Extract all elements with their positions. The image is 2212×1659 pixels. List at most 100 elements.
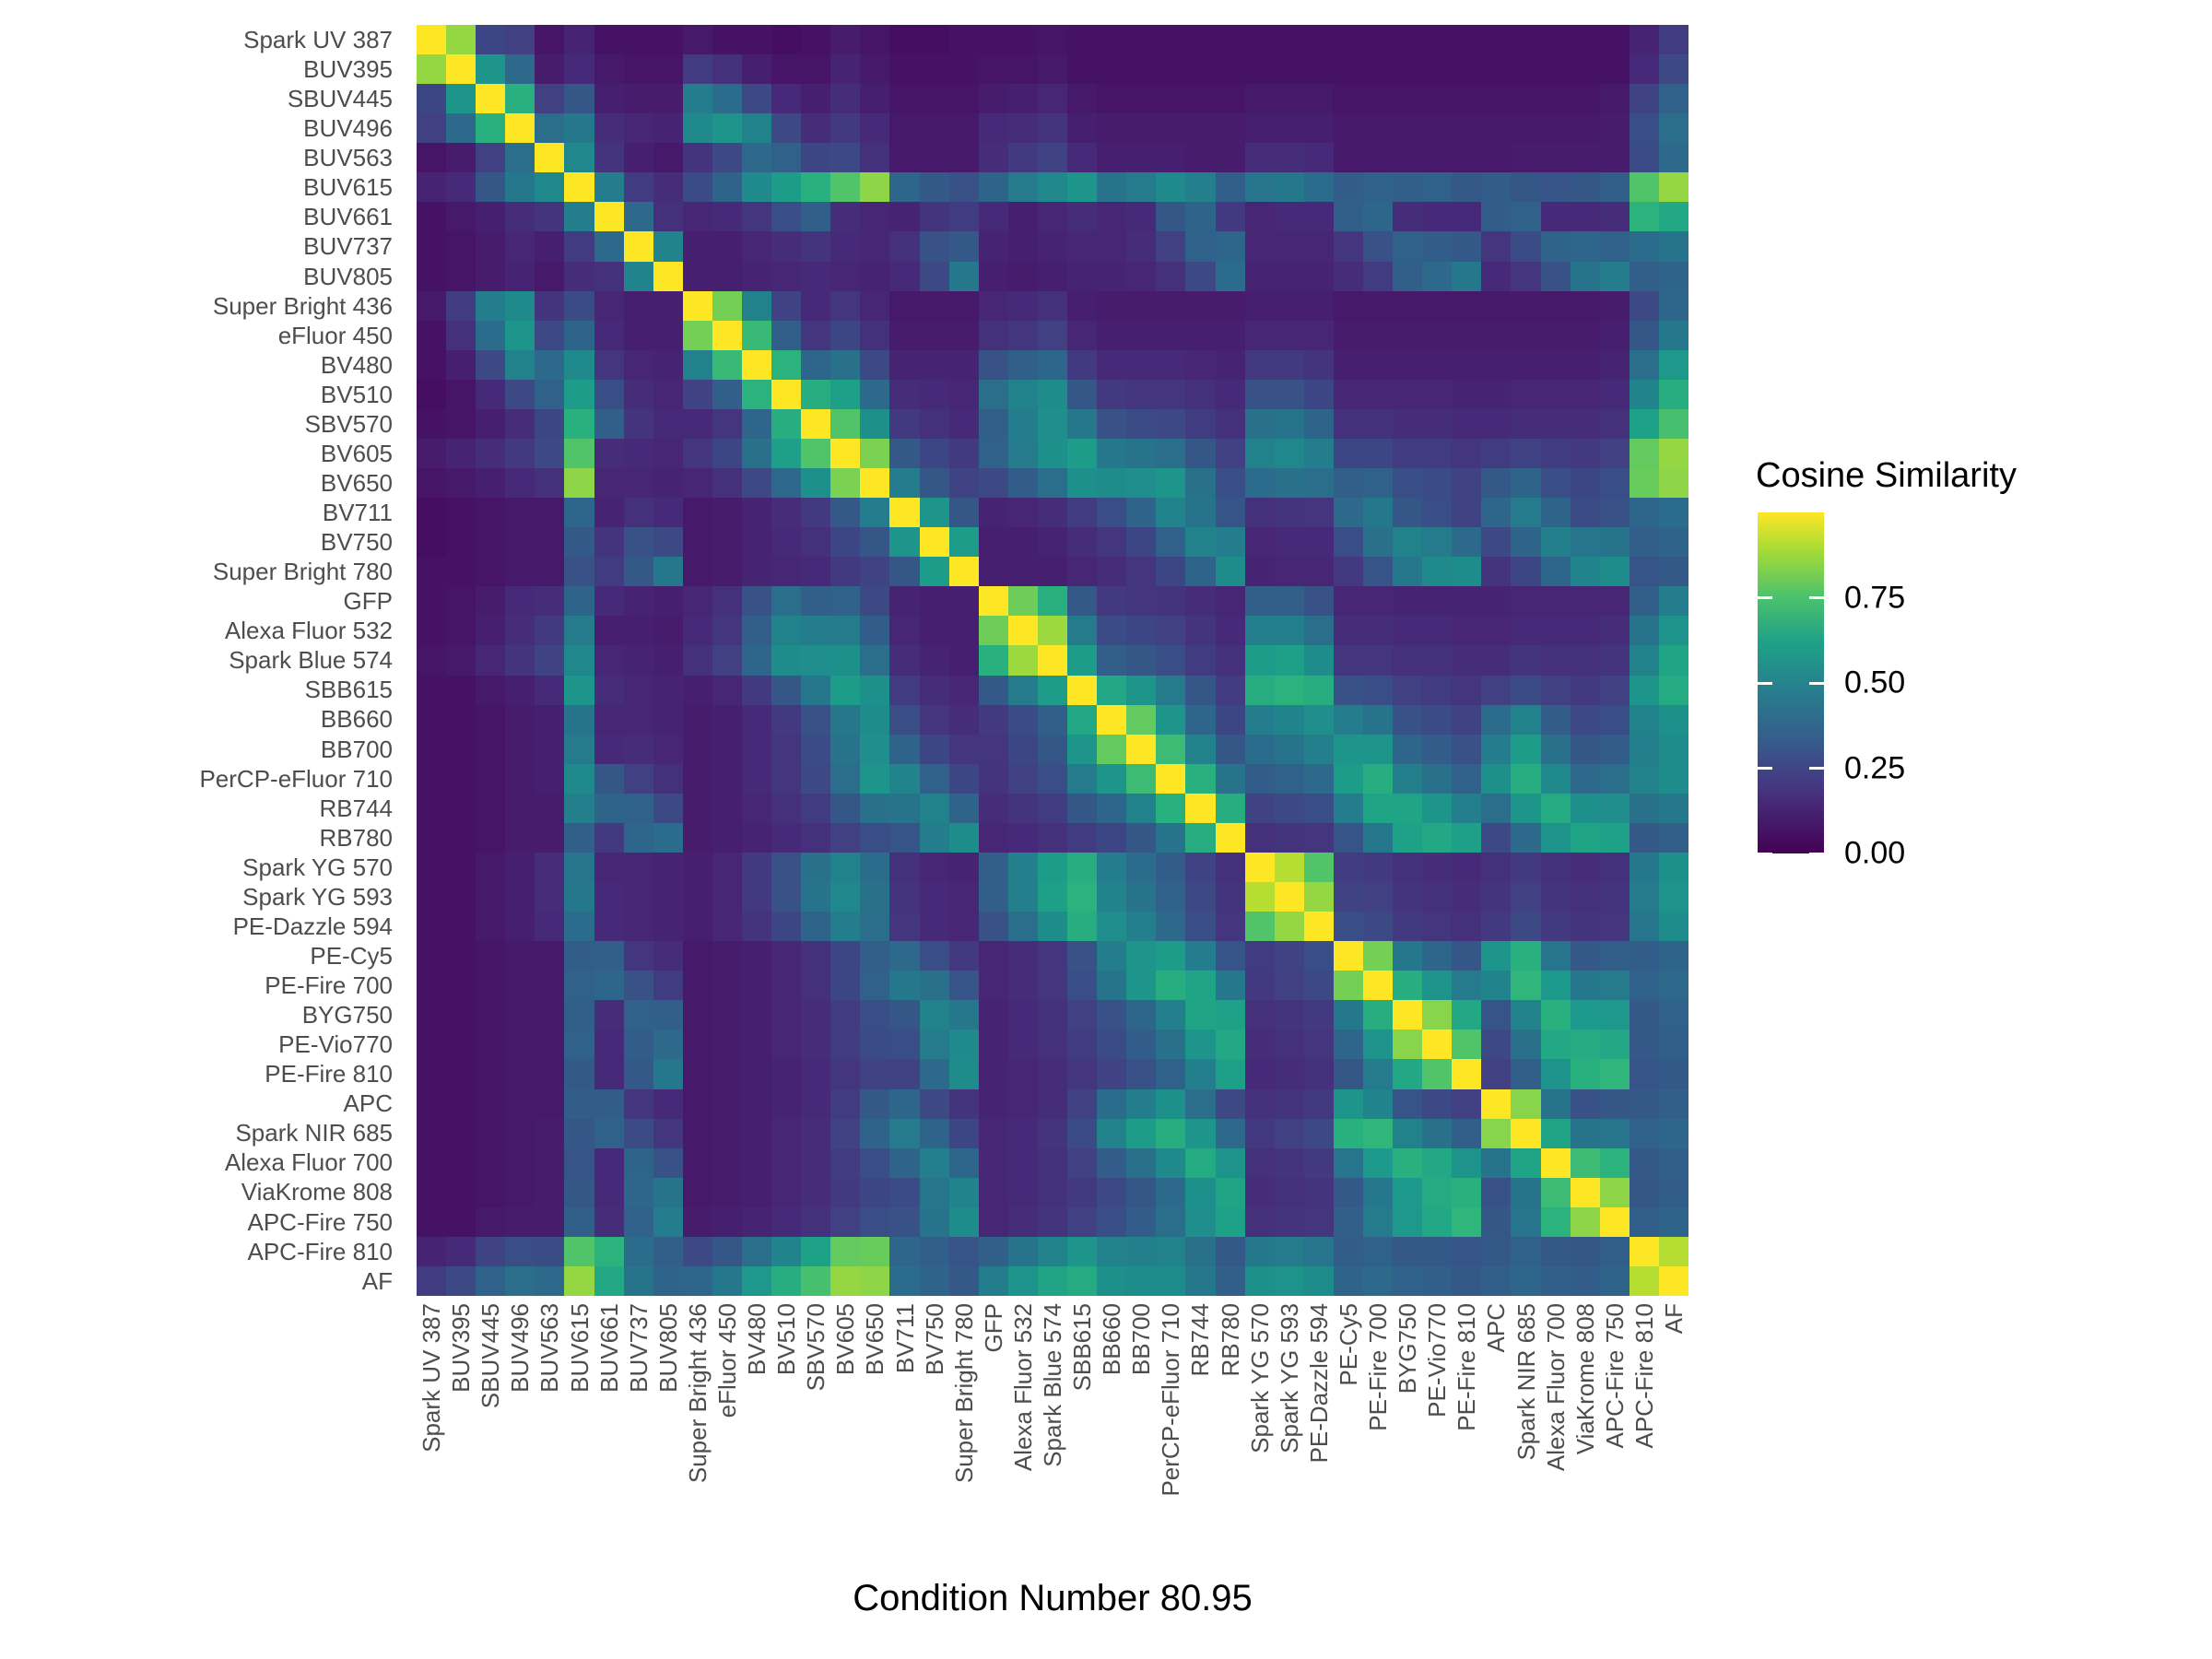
heatmap-cell: [653, 498, 683, 528]
heatmap-cell: [1393, 320, 1423, 350]
heatmap-cell: [417, 1265, 447, 1296]
heatmap-cell: [1629, 704, 1659, 735]
heatmap-cell: [1452, 84, 1482, 114]
heatmap-cell: [564, 1265, 594, 1296]
heatmap-cell: [1629, 912, 1659, 942]
heatmap-cell: [978, 1000, 1008, 1030]
heatmap-cell: [1067, 1177, 1098, 1207]
heatmap-cell: [653, 971, 683, 1001]
heatmap-cell: [1215, 172, 1245, 203]
heatmap-cell: [1481, 320, 1512, 350]
heatmap-cell: [1599, 468, 1630, 499]
heatmap-cell: [623, 586, 653, 617]
heatmap-cell: [889, 379, 920, 409]
heatmap-cell: [801, 1059, 831, 1089]
y-axis-label: PE-Fire 810: [265, 1060, 393, 1088]
heatmap-cell: [1422, 320, 1453, 350]
heatmap-cell: [1274, 882, 1304, 912]
heatmap-cell: [682, 172, 712, 203]
heatmap-cell: [476, 25, 506, 55]
heatmap-cell: [1452, 438, 1482, 469]
heatmap-cell: [712, 290, 743, 321]
heatmap-cell: [948, 143, 979, 173]
heatmap-cell: [1215, 1236, 1245, 1266]
heatmap-cell: [1599, 941, 1630, 971]
y-axis-label: SBUV445: [287, 85, 393, 113]
heatmap-cell: [1156, 468, 1186, 499]
heatmap-cell: [1599, 25, 1630, 55]
heatmap-cell: [505, 1236, 535, 1266]
heatmap-cell: [1422, 852, 1453, 883]
heatmap-cell: [860, 882, 890, 912]
heatmap-cell: [1599, 143, 1630, 173]
heatmap-cell: [505, 113, 535, 144]
heatmap-cell: [1362, 941, 1394, 971]
heatmap-cell: [1097, 1206, 1127, 1237]
heatmap-cell: [476, 438, 506, 469]
heatmap-cell: [1481, 408, 1512, 439]
heatmap-cell: [1067, 822, 1098, 853]
heatmap-cell: [417, 645, 447, 676]
heatmap-cell: [476, 616, 506, 646]
heatmap-cell: [1215, 1177, 1245, 1207]
heatmap-cell: [682, 379, 712, 409]
heatmap-cell: [1540, 113, 1571, 144]
heatmap-cell: [594, 793, 624, 823]
heatmap-cell: [1540, 231, 1571, 262]
heatmap-cell: [1333, 54, 1363, 85]
heatmap-cell: [948, 1000, 979, 1030]
heatmap-cell: [446, 320, 477, 350]
heatmap-cell: [1007, 1206, 1038, 1237]
heatmap-cell: [978, 704, 1008, 735]
legend-body: 0.00 0.25 0.50 0.75: [1756, 512, 2143, 874]
heatmap-cell: [830, 143, 861, 173]
heatmap-cell: [594, 408, 624, 439]
heatmap-cell: [1303, 971, 1334, 1001]
heatmap-cell: [1156, 793, 1186, 823]
heatmap-cell: [1274, 1147, 1304, 1178]
figure-caption: Condition Number 80.95: [853, 1578, 1253, 1618]
heatmap-cell: [1511, 586, 1541, 617]
heatmap-cell: [830, 527, 861, 558]
heatmap-cell: [417, 261, 447, 291]
heatmap-cell: [1097, 408, 1127, 439]
heatmap-cell: [1658, 408, 1688, 439]
heatmap-cell: [1037, 645, 1068, 676]
heatmap-cell: [801, 675, 831, 705]
heatmap-cell: [535, 1000, 565, 1030]
heatmap-cell: [1393, 1177, 1423, 1207]
heatmap-cell: [1067, 1088, 1098, 1119]
heatmap-cell: [1007, 379, 1038, 409]
heatmap-cell: [742, 1118, 772, 1148]
heatmap-cell: [1511, 1118, 1541, 1148]
heatmap-cell: [476, 941, 506, 971]
heatmap-cell: [712, 172, 743, 203]
heatmap-cell: [830, 320, 861, 350]
heatmap-cell: [653, 320, 683, 350]
heatmap-cell: [1511, 438, 1541, 469]
heatmap-cell: [1067, 941, 1098, 971]
heatmap-cell: [919, 290, 949, 321]
heatmap-cell: [1244, 349, 1275, 380]
heatmap-cell: [1007, 675, 1038, 705]
heatmap-cell: [564, 882, 594, 912]
heatmap-cell: [1126, 734, 1157, 764]
heatmap-cell: [1156, 822, 1186, 853]
heatmap-cell: [1303, 941, 1334, 971]
heatmap-cell: [948, 54, 979, 85]
heatmap-cell: [1303, 616, 1334, 646]
heatmap-cell: [1422, 704, 1453, 735]
heatmap-cell: [682, 763, 712, 794]
heatmap-cell: [476, 1000, 506, 1030]
heatmap-cell: [1540, 941, 1571, 971]
heatmap-cell: [446, 1118, 477, 1148]
heatmap-cell: [564, 143, 594, 173]
heatmap-cell: [742, 1206, 772, 1237]
heatmap-cell: [1481, 1265, 1512, 1296]
heatmap-cell: [1097, 113, 1127, 144]
heatmap-cell: [1481, 912, 1512, 942]
heatmap-cell: [742, 54, 772, 85]
heatmap-cell: [889, 290, 920, 321]
heatmap-cell: [564, 113, 594, 144]
x-axis-label: BUV661: [594, 1303, 623, 1393]
